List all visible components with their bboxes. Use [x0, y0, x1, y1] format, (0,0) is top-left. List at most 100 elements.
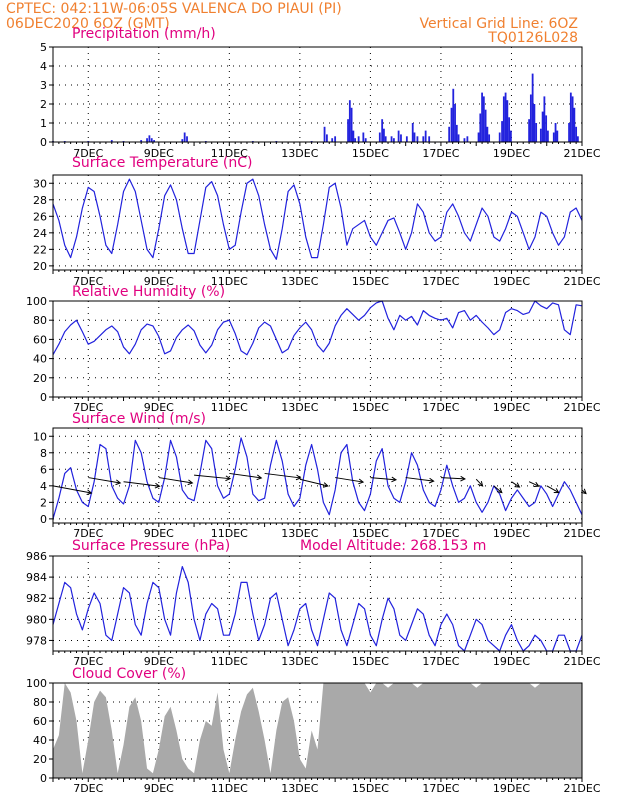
cloud-xtick-label: 15DEC [352, 782, 389, 795]
precip-bar [364, 138, 367, 142]
wind-xtick-label: 13DEC [281, 527, 318, 540]
precip-panel: Precipitation (mm/h) 0 1 2 3 4 5 7DEC 9DEC 11DEC 1… [40, 26, 601, 160]
precip-bar [347, 119, 349, 142]
wind-arrow-head [187, 479, 194, 486]
wind-arrow [194, 474, 231, 480]
precip-bar [357, 136, 360, 142]
wind-ytick-label: 6 [40, 463, 47, 476]
wind-arrow-head [533, 481, 540, 488]
humidity-line [52, 300, 583, 356]
wind-arrow-head [256, 474, 263, 481]
wind-arrow [264, 472, 301, 479]
precip-bar [331, 138, 334, 142]
precip-bar [556, 130, 559, 142]
humidity-xtick-label: 15DEC [352, 401, 389, 414]
pressure-xtick-label: 9DEC [144, 655, 174, 668]
pressure-ytick-label: 982 [26, 592, 47, 605]
precip-bar [457, 134, 460, 142]
wind-arrow-head [322, 482, 329, 488]
precip-bar [153, 140, 155, 142]
wind-arrow [511, 481, 520, 488]
wind-arrow-head [477, 481, 484, 487]
temp-xtick-label: 7DEC [73, 275, 103, 288]
precip-ytick-label: 3 [40, 79, 47, 92]
humidity-xtick-label: 13DEC [281, 401, 318, 414]
precip-bar [148, 135, 151, 142]
precip-bar [390, 136, 393, 142]
wind-xtick-label: 21DEC [563, 527, 600, 540]
wind-arrow [528, 481, 539, 487]
precip-bar [452, 88, 455, 142]
precip-bar [533, 104, 536, 142]
humidity-ytick-label: 0 [40, 391, 47, 404]
precip-bar [424, 130, 427, 142]
wind-panel: Surface Wind (m/s) 0 2 4 6 8 10 7DEC 9DEC 11DEC 13… [33, 411, 601, 540]
precip-bar [323, 126, 326, 142]
pressure-title: Surface Pressure (hPa) [72, 538, 230, 554]
precip-bar [535, 123, 538, 142]
precip-ytick-label: 0 [40, 136, 47, 149]
wind-ytick-label: 4 [40, 480, 47, 493]
wind-arrow [440, 477, 465, 480]
precip-bar [502, 96, 505, 142]
cloud-ytick-label: 80 [33, 696, 47, 709]
humidity-xtick-label: 19DEC [493, 401, 530, 414]
precip-bar [486, 126, 489, 142]
precip-bar [508, 117, 511, 142]
wind-ytick-label: 2 [40, 496, 47, 509]
precip-bar [554, 123, 557, 142]
temp-ytick-label: 20 [33, 260, 47, 273]
header-station: CPTEC: 042:11W-06:05S VALENCA DO PIAUI (… [6, 1, 342, 17]
wind-arrow [475, 478, 483, 487]
precip-bar [545, 115, 548, 142]
cloud-xtick-label: 17DEC [422, 782, 459, 795]
humidity-xtick-label: 7DEC [73, 401, 103, 414]
precip-bar [498, 132, 501, 142]
humidity-title: Relative Humidity (%) [72, 284, 225, 300]
humidity-ytick-label: 40 [33, 353, 47, 366]
wind-ytick-label: 10 [33, 430, 47, 443]
precip-bar [568, 123, 570, 142]
precip-bar [488, 134, 491, 142]
cloud-panel: Cloud Cover (%) 0 20 40 60 80 100 7DEC 9DEC 11DEC… [26, 666, 601, 795]
cloud-xtick-label: 19DEC [493, 782, 530, 795]
temp-line [52, 178, 583, 260]
precip-bar [348, 100, 351, 142]
cloud-ytick-label: 20 [33, 753, 47, 766]
precip-xtick-label: 11DEC [211, 147, 248, 160]
precip-bar [384, 136, 387, 142]
precip-bar [576, 136, 579, 142]
precip-ytick-label: 5 [40, 41, 47, 54]
wind-arrow-head [428, 477, 435, 484]
wind-arrow-head [115, 479, 122, 486]
precip-bar [186, 136, 188, 142]
precip-bar [547, 130, 549, 142]
precip-bar [150, 138, 153, 142]
precip-bar [466, 136, 469, 142]
wind-ytick-label: 0 [40, 513, 47, 526]
cloud-ytick-label: 100 [26, 677, 47, 690]
precip-bar [450, 107, 453, 142]
humidity-xtick-label: 9DEC [144, 401, 174, 414]
precip-xtick-label: 19DEC [493, 147, 530, 160]
wind-xtick-label: 9DEC [144, 527, 174, 540]
temp-xtick-label: 13DEC [281, 275, 318, 288]
humidity-panel: Relative Humidity (%) 0 20 40 60 80 100 7DEC 9DE… [26, 284, 601, 414]
precip-xtick-label: 17DEC [422, 147, 459, 160]
wind-xtick-label: 7DEC [73, 527, 103, 540]
precip-xtick-label: 7DEC [73, 147, 103, 160]
pressure-line [52, 565, 583, 652]
pressure-xtick-label: 15DEC [352, 655, 389, 668]
precip-bar [484, 109, 487, 142]
cloud-ytick-label: 60 [33, 715, 47, 728]
pressure-panel: Surface Pressure (hPa) Model Altitude: 26… [26, 538, 601, 668]
wind-line [52, 437, 583, 520]
precip-bar [326, 134, 328, 142]
wind-xtick-label: 11DEC [211, 527, 248, 540]
cloud-title: Cloud Cover (%) [72, 666, 186, 682]
precip-bar [350, 107, 353, 142]
precip-bar [477, 132, 480, 142]
pressure-frame [52, 555, 583, 652]
temp-ytick-label: 28 [33, 194, 47, 207]
wind-ytick-label: 8 [40, 447, 47, 460]
